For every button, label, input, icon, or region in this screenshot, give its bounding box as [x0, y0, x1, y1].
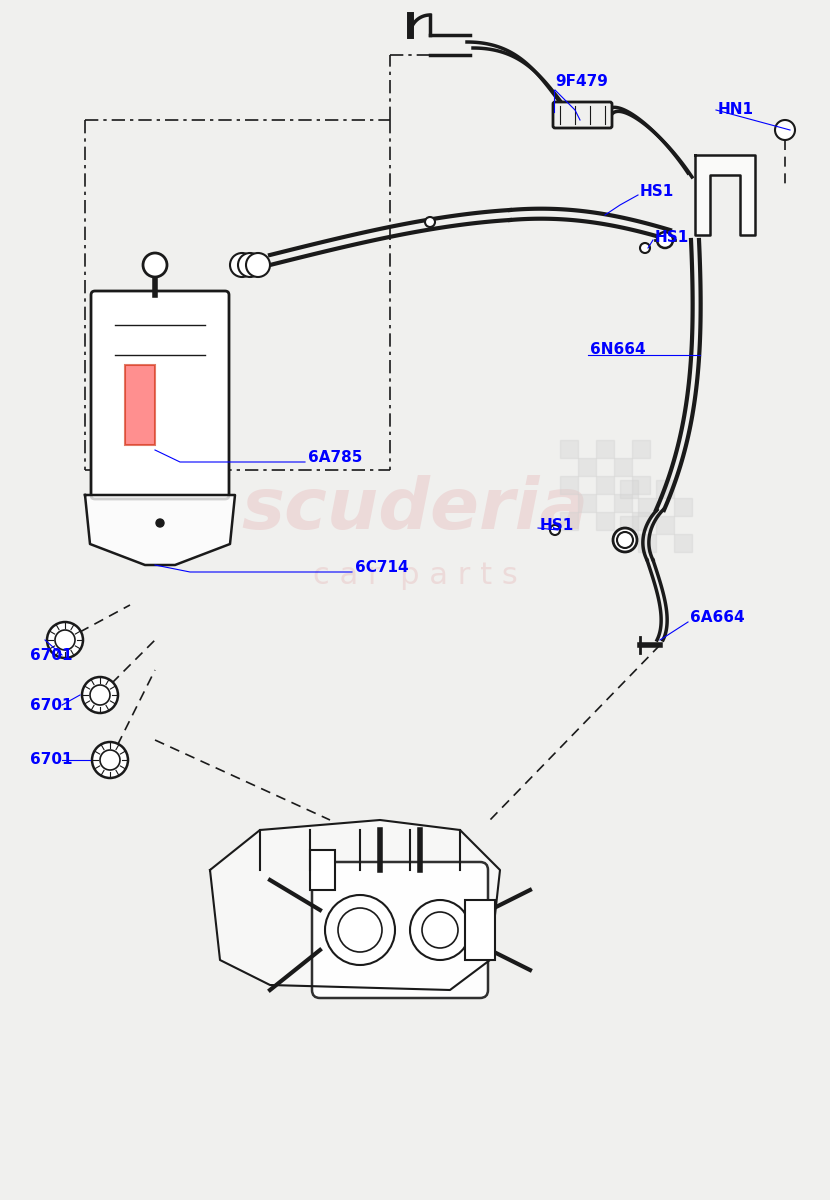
- Circle shape: [246, 253, 270, 277]
- Text: 6701: 6701: [30, 648, 72, 662]
- Text: 6A664: 6A664: [690, 611, 745, 625]
- Bar: [578, 494, 596, 512]
- Circle shape: [325, 895, 395, 965]
- Circle shape: [55, 630, 75, 650]
- Text: scuderia: scuderia: [242, 475, 588, 545]
- Bar: [638, 534, 656, 552]
- Bar: [596, 476, 614, 494]
- Circle shape: [425, 217, 435, 227]
- Bar: [596, 512, 614, 530]
- Bar: [614, 458, 632, 476]
- Polygon shape: [695, 155, 755, 235]
- Text: 9F479: 9F479: [555, 74, 608, 90]
- Circle shape: [410, 900, 470, 960]
- Circle shape: [143, 253, 167, 277]
- Circle shape: [82, 677, 118, 713]
- Bar: [560, 440, 578, 458]
- FancyBboxPatch shape: [312, 862, 488, 998]
- Bar: [560, 512, 578, 530]
- Text: 6701: 6701: [30, 697, 72, 713]
- Circle shape: [100, 750, 120, 770]
- FancyBboxPatch shape: [91, 290, 229, 499]
- FancyBboxPatch shape: [553, 102, 612, 128]
- Circle shape: [775, 120, 795, 140]
- Circle shape: [90, 685, 110, 704]
- Text: HS1: HS1: [540, 517, 574, 533]
- Bar: [560, 476, 578, 494]
- Circle shape: [238, 253, 262, 277]
- Bar: [632, 476, 650, 494]
- Text: 6701: 6701: [30, 752, 72, 768]
- Circle shape: [422, 912, 458, 948]
- Bar: [620, 516, 638, 534]
- Circle shape: [657, 232, 673, 248]
- Bar: [620, 480, 638, 498]
- Circle shape: [550, 526, 560, 535]
- Circle shape: [230, 253, 254, 277]
- Text: c a r  p a r t s: c a r p a r t s: [313, 560, 517, 589]
- Text: HS1: HS1: [640, 185, 674, 199]
- Circle shape: [92, 742, 128, 778]
- Text: 6C714: 6C714: [355, 560, 408, 576]
- Circle shape: [47, 622, 83, 658]
- Bar: [578, 458, 596, 476]
- Polygon shape: [85, 494, 235, 565]
- Bar: [674, 534, 692, 552]
- Bar: [632, 440, 650, 458]
- Circle shape: [156, 518, 164, 527]
- Circle shape: [617, 532, 633, 548]
- Bar: [310, 850, 335, 890]
- Bar: [596, 440, 614, 458]
- Polygon shape: [210, 820, 500, 990]
- Circle shape: [640, 242, 650, 253]
- Circle shape: [338, 908, 382, 952]
- Bar: [632, 512, 650, 530]
- Text: 6N664: 6N664: [590, 342, 646, 358]
- Text: HN1: HN1: [718, 102, 754, 118]
- Bar: [125, 365, 155, 445]
- Circle shape: [613, 528, 637, 552]
- Bar: [656, 480, 674, 498]
- Bar: [674, 498, 692, 516]
- Bar: [638, 498, 656, 516]
- Bar: [614, 494, 632, 512]
- Bar: [656, 516, 674, 534]
- Text: 6A785: 6A785: [308, 450, 363, 466]
- Bar: [465, 900, 495, 960]
- Text: HS1: HS1: [655, 229, 689, 245]
